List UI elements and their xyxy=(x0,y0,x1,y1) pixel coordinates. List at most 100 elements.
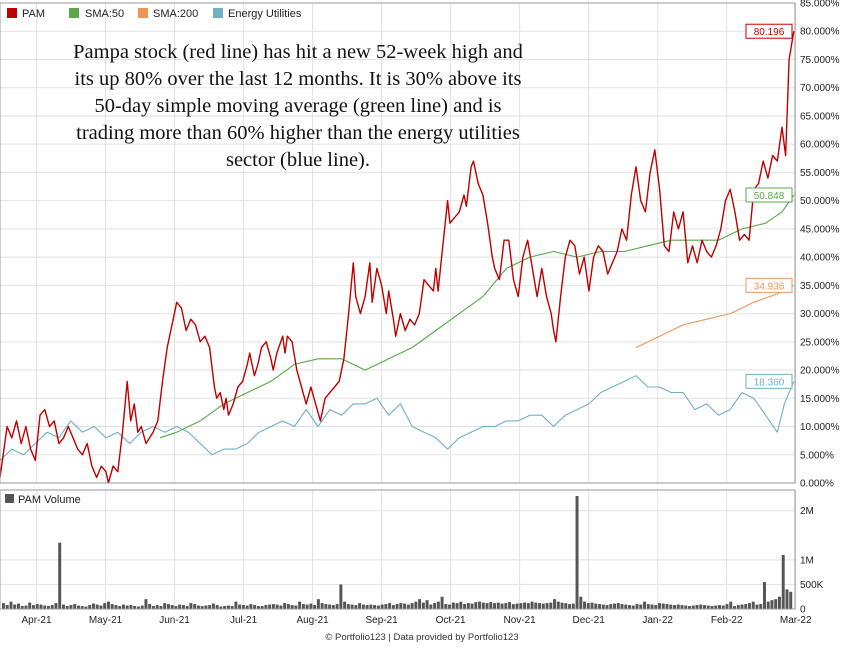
volume-bars xyxy=(2,496,793,609)
volume-bar xyxy=(444,604,448,609)
volume-bar xyxy=(496,602,500,609)
volume-bar xyxy=(268,604,272,609)
volume-bar xyxy=(515,603,519,609)
volume-bar xyxy=(384,604,388,609)
volume-bar xyxy=(17,603,20,609)
volume-bar xyxy=(148,604,152,609)
volume-bar xyxy=(46,606,50,609)
volume-bar xyxy=(61,604,65,609)
volume-bar xyxy=(2,603,5,609)
annotation-line-3: 50-day simple moving average (green line… xyxy=(94,95,501,117)
volume-bar xyxy=(320,603,324,609)
volume-bar xyxy=(601,604,605,609)
volume-bar xyxy=(691,605,695,609)
volume-bar xyxy=(463,604,467,609)
volume-bar xyxy=(613,603,617,609)
legend-label-pam: PAM xyxy=(22,8,45,20)
credit-text: © Portfolio123 | Data provided by Portfo… xyxy=(325,632,518,643)
volume-bar xyxy=(421,602,425,609)
volume-bar xyxy=(95,604,99,609)
volume-bar xyxy=(553,599,557,609)
x-tick-label: Oct-21 xyxy=(436,615,466,626)
volume-bar xyxy=(433,603,437,609)
volume-bar xyxy=(665,604,669,609)
legend-label-energy-utilities: Energy Utilities xyxy=(228,8,302,20)
volume-bar xyxy=(785,589,789,609)
legend-item-pam[interactable]: PAM xyxy=(7,8,45,20)
legend-item-sma50[interactable]: SMA:50 xyxy=(69,8,124,20)
legend-label-sma200: SMA:200 xyxy=(153,8,198,20)
x-tick-label: Apr-21 xyxy=(22,615,52,626)
volume-bar xyxy=(241,605,245,609)
volume-bar xyxy=(335,604,339,609)
volume-bar xyxy=(253,605,257,609)
volume-bar xyxy=(125,605,129,609)
last-value-label-pam: 80.196 xyxy=(745,23,793,39)
volume-bar xyxy=(110,604,114,609)
last-value-box xyxy=(745,277,793,293)
volume-bar xyxy=(84,606,88,609)
x-tick-label: Dec-21 xyxy=(573,615,606,626)
x-tick-label: Nov-21 xyxy=(504,615,537,626)
x-tick-label: Sep-21 xyxy=(365,615,398,626)
legend-item-energy-utilities[interactable]: Energy Utilities xyxy=(213,8,302,20)
legend-item-sma200[interactable]: SMA:200 xyxy=(138,8,198,20)
volume-bar xyxy=(736,605,740,609)
volume-bar xyxy=(549,602,553,609)
volume-bar xyxy=(500,603,504,609)
price-gridlines xyxy=(0,2,797,484)
volume-bar xyxy=(744,604,748,609)
last-value-box xyxy=(745,373,793,389)
volume-y-tick-labels: 0 500K 1M 2M xyxy=(800,506,824,615)
last-value-label-sma-200: 34.936 xyxy=(745,277,793,293)
annotation-line-2: its up 80% over the last 12 months. It i… xyxy=(75,68,522,90)
volume-bar xyxy=(526,603,530,609)
volume-bar xyxy=(714,605,718,609)
volume-bar xyxy=(646,604,650,609)
volume-bar xyxy=(290,605,294,609)
price-y-tick-label: 40.000% xyxy=(800,253,840,264)
volume-bar xyxy=(305,604,309,609)
volume-bar xyxy=(69,605,73,609)
price-y-tick-label: 70.000% xyxy=(800,83,840,94)
volume-bar xyxy=(661,603,665,609)
volume-bar xyxy=(223,606,227,609)
volume-bar xyxy=(429,604,433,609)
volume-bar xyxy=(676,604,680,609)
volume-bar xyxy=(534,602,538,609)
last-value-labels: 80.196 50.848 34.936 18.360 xyxy=(745,23,793,389)
volume-bar xyxy=(373,605,377,609)
volume-bar xyxy=(369,604,373,609)
legend-swatch-sma200 xyxy=(138,8,148,18)
volume-bar xyxy=(316,599,320,609)
volume-bar xyxy=(699,604,703,609)
volume-bar xyxy=(755,604,759,609)
price-y-tick-label: 10.000% xyxy=(800,422,840,433)
volume-title: PAM Volume xyxy=(18,494,81,506)
volume-bar xyxy=(669,604,673,609)
price-y-tick-label: 65.000% xyxy=(800,111,840,122)
volume-bar xyxy=(654,605,658,609)
volume-bar xyxy=(763,581,766,609)
volume-bar xyxy=(118,606,122,609)
volume-bar xyxy=(680,605,684,609)
volume-bar xyxy=(346,604,350,609)
volume-bar xyxy=(215,605,219,609)
volume-bar xyxy=(155,605,159,609)
volume-bar xyxy=(789,591,793,609)
volume-bar xyxy=(271,604,275,609)
volume-bar xyxy=(58,542,62,609)
volume-bar xyxy=(485,603,489,609)
x-tick-label: May-21 xyxy=(89,615,123,626)
volume-bar xyxy=(605,605,609,609)
volume-bar xyxy=(541,603,545,609)
volume-bar xyxy=(590,602,594,609)
volume-bar xyxy=(43,605,47,609)
volume-bar xyxy=(436,601,440,609)
volume-bar xyxy=(575,496,579,609)
volume-bar xyxy=(9,601,13,609)
volume-bar xyxy=(766,601,770,609)
volume-y-tick-label: 1M xyxy=(800,555,814,566)
